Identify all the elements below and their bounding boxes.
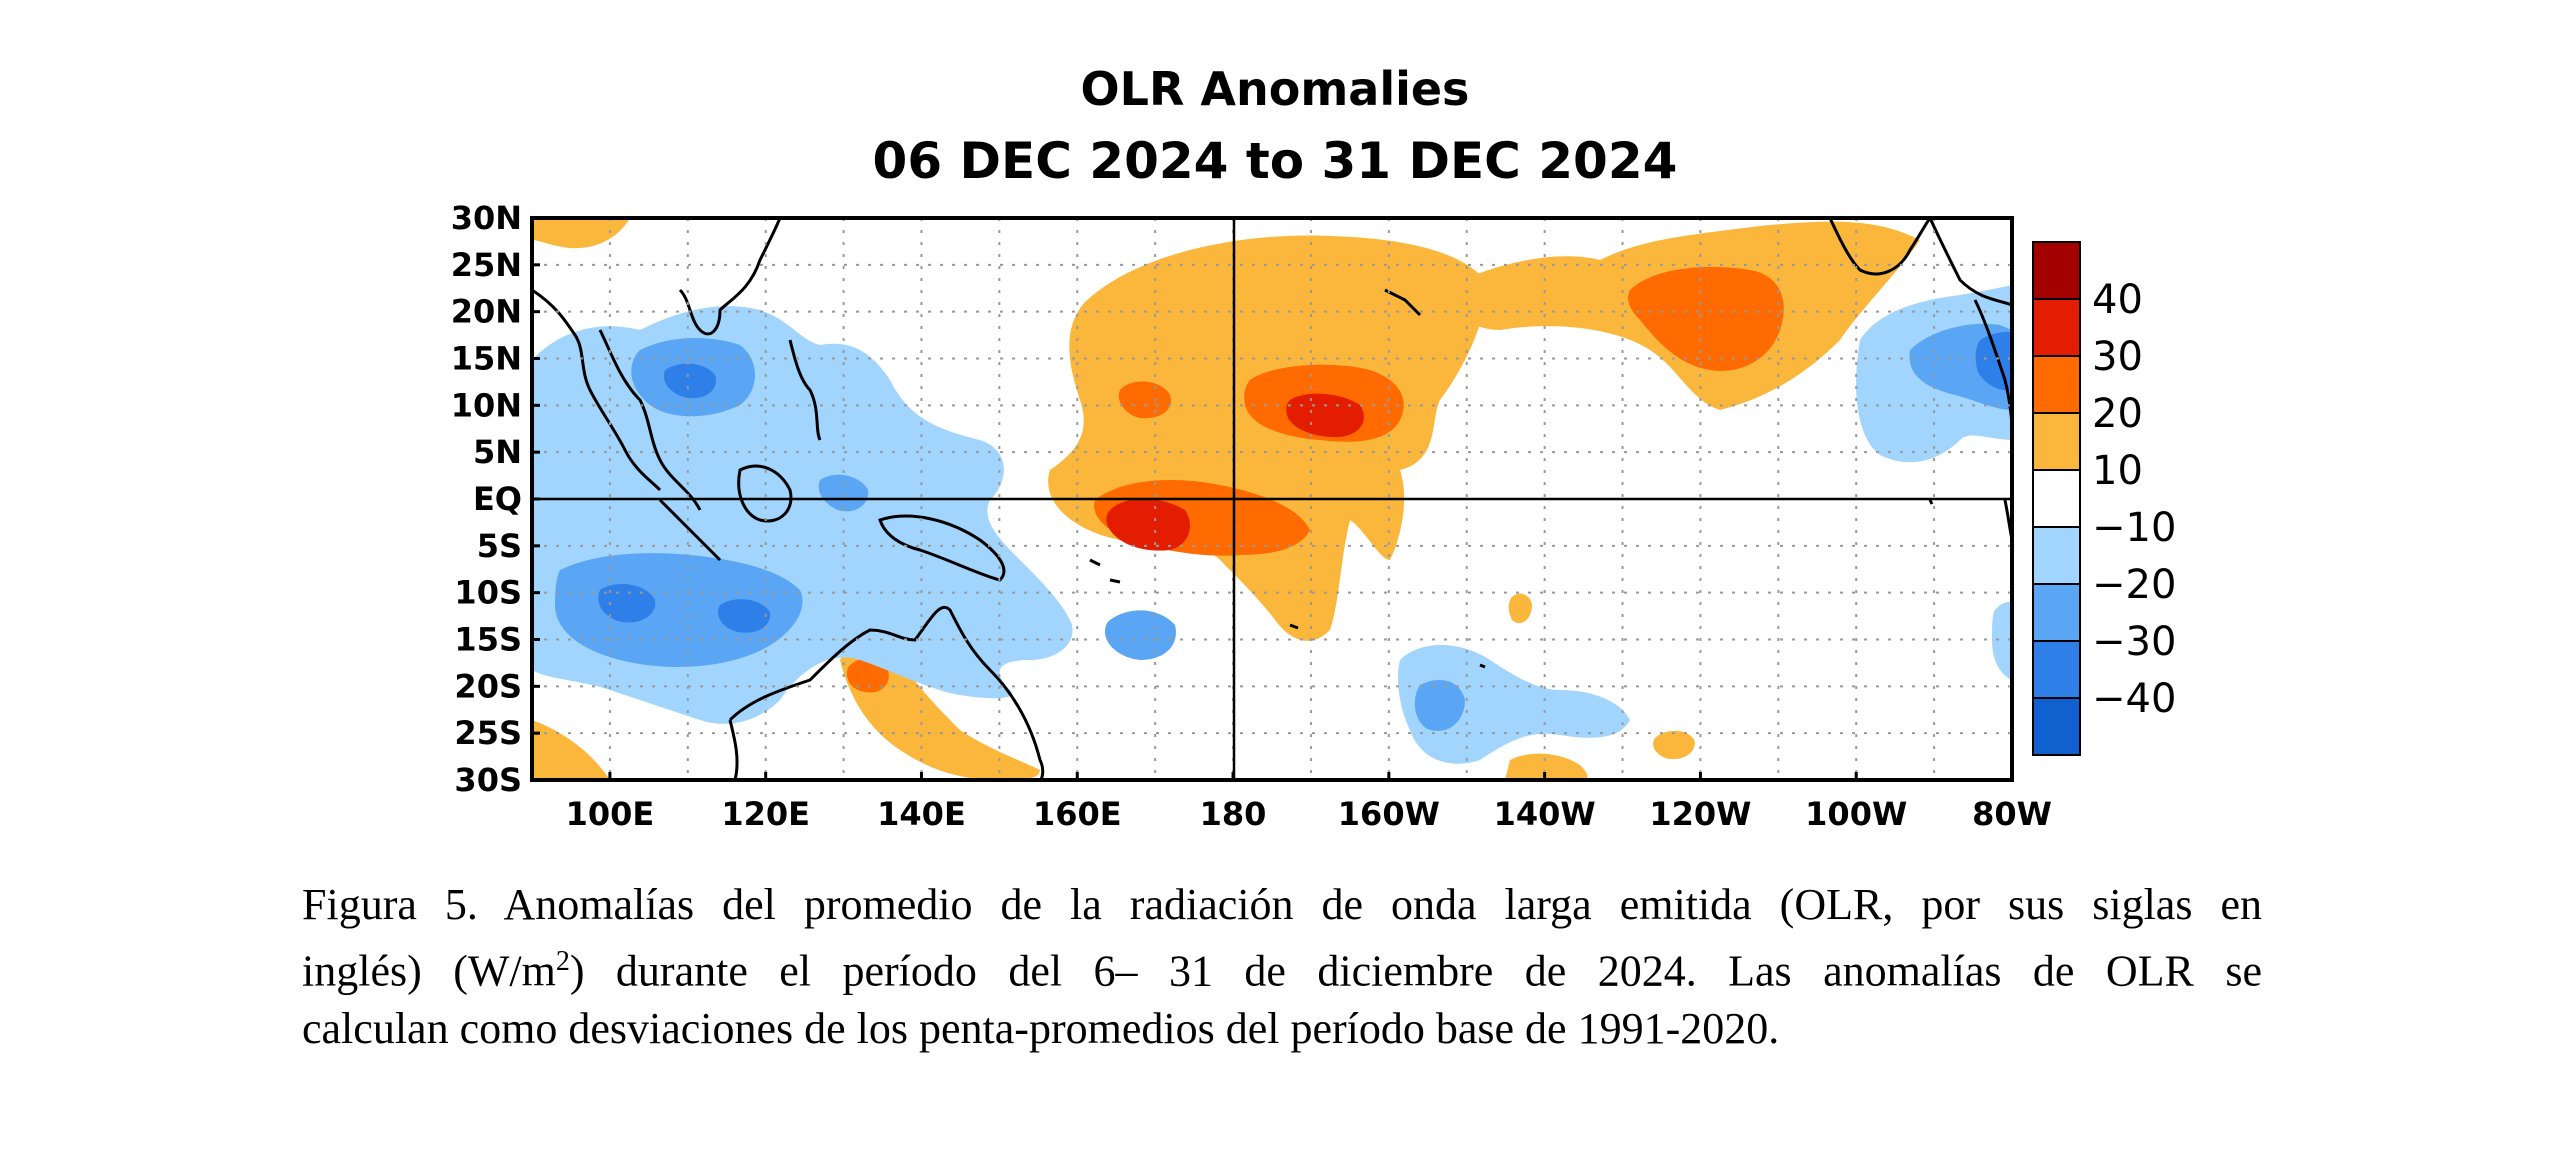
colorbar-swatch: [2032, 469, 2081, 528]
lat-tick-label: 20N: [451, 293, 522, 331]
colorbar-label: −40: [2092, 676, 2176, 722]
anomaly-region-australia-20: [846, 658, 889, 693]
coastline-philippines: [788, 339, 822, 441]
colorbar-swatch: [2032, 583, 2081, 642]
colorbar-label: 10: [2092, 448, 2143, 494]
colorbar-swatch: [2032, 241, 2081, 300]
lat-tick-label: 25S: [454, 714, 522, 752]
caption-line-3: calculan como desviaciones de los penta-…: [302, 1003, 1780, 1053]
coastline-asia: [532, 218, 782, 492]
anomaly-region-equatorial-30: [1106, 498, 1190, 551]
anomaly-region-australia-positive: [840, 645, 1040, 780]
latitude-axis: 30N 25N 20N 15N 10N 5N EQ 5S 10S 15S 20S 25S 30S: [451, 199, 540, 799]
lat-tick-label: 15S: [454, 621, 522, 659]
coastlines: [532, 218, 2012, 780]
coastline-borneo: [737, 464, 793, 523]
colorbar-swatch: [2032, 355, 2081, 414]
colorbar-swatch: [2032, 298, 2081, 357]
lat-tick-label: 5N: [473, 433, 522, 471]
anomaly-region-north-central-30: [1286, 393, 1364, 438]
lat-tick-label: 5S: [477, 527, 522, 565]
coastline-indochina: [598, 329, 702, 511]
lon-tick-label: 140E: [877, 795, 966, 833]
lon-tick-label: 160W: [1338, 795, 1440, 833]
lon-tick-label: 140W: [1494, 795, 1596, 833]
lon-tick-label: 120E: [721, 795, 810, 833]
anomaly-region-small-20-1: [1118, 381, 1171, 419]
gridlines: [532, 218, 2012, 780]
anomaly-region-south-china-sea-30: [663, 363, 716, 399]
lat-tick-label: 10S: [454, 574, 522, 612]
lon-tick-label: 180: [1200, 795, 1267, 833]
lat-tick-label: 20S: [454, 667, 522, 705]
coastline-hawaii: [1384, 288, 1422, 317]
colorbar-label: −20: [2092, 562, 2176, 608]
colorbar-swatch: [2032, 526, 2081, 585]
lat-tick-label: 30S: [454, 761, 522, 799]
lat-tick-label: 25N: [451, 246, 522, 284]
lat-tick-label: EQ: [473, 480, 522, 518]
anomaly-region-banda-20: [818, 474, 869, 512]
map-title: OLR Anomalies: [1080, 62, 1470, 116]
colorbar: 40 30 20 10 −10 −20 −30 −40: [2032, 241, 2176, 756]
lat-tick-label: 30N: [451, 199, 522, 237]
anomaly-region-indian-ocean-30b: [718, 599, 771, 633]
coastline-australia: [728, 606, 1045, 780]
coastline-north-america: [1828, 218, 2012, 307]
lat-tick-label: 15N: [451, 340, 522, 378]
colorbar-swatch: [2032, 412, 2081, 471]
map-subtitle: 06 DEC 2024 to 31 DEC 2024: [872, 132, 1678, 190]
colorbar-swatch: [2032, 640, 2081, 699]
caption-superscript: 2: [555, 946, 570, 977]
anomaly-region-nw-corner-positive: [532, 218, 630, 249]
caption-line-2-part-b: ) durante el período del 6– 31 de diciem…: [569, 946, 2262, 996]
lon-tick-label: 100W: [1805, 795, 1907, 833]
colorbar-label: 30: [2092, 334, 2143, 380]
caption-line-2-part-a: inglés) (W/m: [302, 946, 556, 996]
lon-tick-label: 100E: [566, 795, 655, 833]
anomaly-fields: [532, 218, 2012, 780]
colorbar-label: −30: [2092, 619, 2176, 665]
anomaly-region-small-positive-2: [1508, 593, 1532, 624]
colorbar-label: −10: [2092, 505, 2176, 551]
lon-tick-label: 80W: [1972, 795, 2052, 833]
caption-line-1: Figura 5. Anomalías del promedio de la r…: [302, 880, 2262, 929]
anomaly-region-se-edge-negative: [1992, 601, 2012, 680]
longitude-axis: 100E 120E 140E 160E 180 160W 140W 120W 100W 80W: [566, 772, 2052, 833]
colorbar-label: 40: [2092, 277, 2143, 323]
anomaly-region-coral-sea-20: [1105, 610, 1176, 660]
figure-caption: Figura 5. Anomalías del promedio de la r…: [302, 876, 2262, 1057]
anomaly-region-south-pacific-positive: [1505, 753, 1588, 780]
lon-tick-label: 120W: [1649, 795, 1751, 833]
coastline-pacific-islands: [1089, 499, 1934, 669]
caption-line-2: inglés) (W/m2) durante el período del 6–…: [302, 933, 2262, 1000]
anomaly-region-ne-20: [1628, 266, 1784, 371]
lat-tick-label: 10N: [451, 386, 522, 424]
colorbar-label: 20: [2092, 391, 2143, 437]
colorbar-swatch: [2032, 697, 2081, 756]
coastline-sumatra: [658, 498, 722, 562]
anomaly-region-sw-corner-positive: [532, 720, 610, 780]
lon-tick-label: 160E: [1033, 795, 1122, 833]
anomaly-region-south-pacific-20: [1414, 680, 1465, 731]
anomaly-region-small-positive-1: [1653, 730, 1695, 760]
